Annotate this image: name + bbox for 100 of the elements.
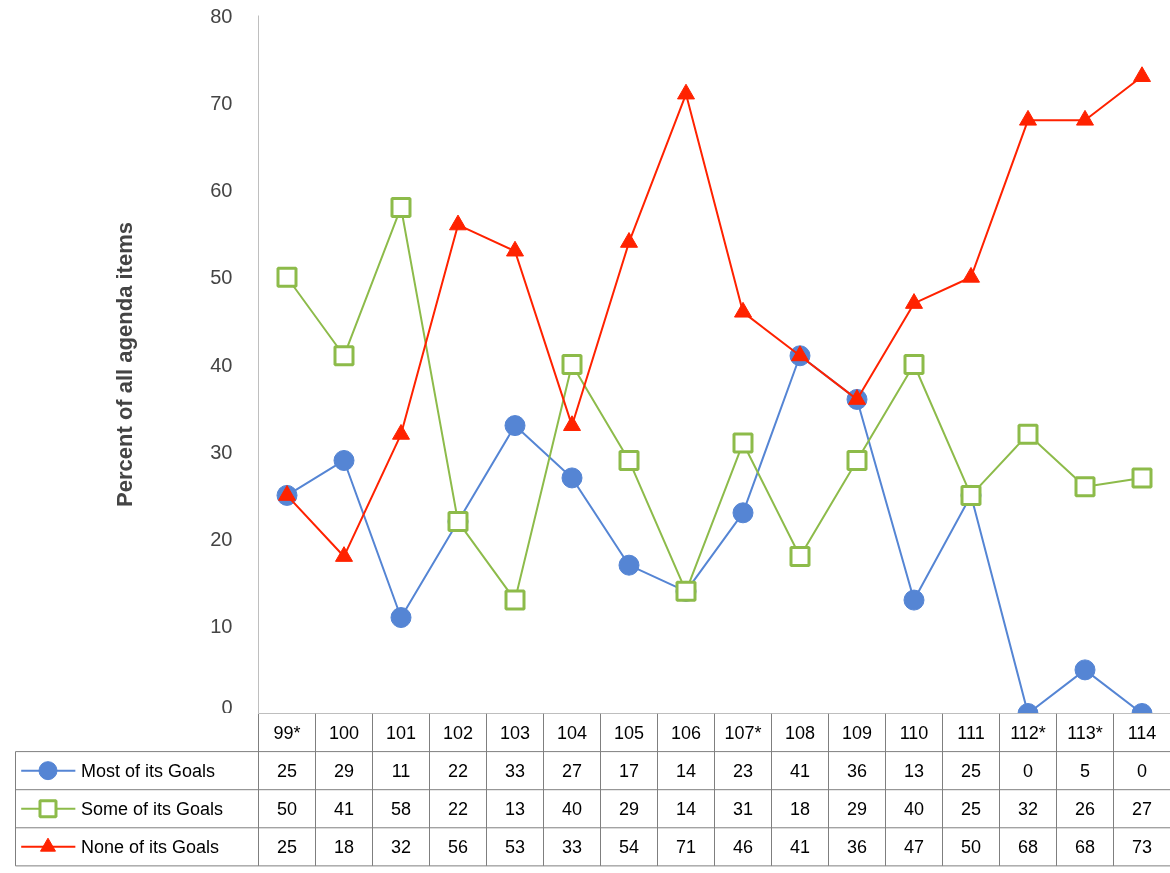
data-label: 18 xyxy=(789,799,811,820)
x-tick-label: 114 xyxy=(1127,723,1157,744)
x-tick-label: 105 xyxy=(613,723,645,744)
data-label: 14 xyxy=(675,761,697,782)
data-label: 54 xyxy=(618,837,640,858)
point xyxy=(732,432,754,454)
data-label: 31 xyxy=(732,799,754,820)
x-tick-label: 107* xyxy=(724,722,762,743)
y-tick-label: 60 xyxy=(210,179,233,201)
data-label: 36 xyxy=(846,761,868,782)
x-tick-label: 109 xyxy=(841,723,873,744)
point xyxy=(1074,476,1096,498)
data-label: 33 xyxy=(561,837,583,858)
x-tick-label: 103 xyxy=(499,723,531,744)
data-label: 25 xyxy=(276,761,298,782)
point xyxy=(449,214,467,231)
data-label: 14 xyxy=(675,799,697,820)
x-tick-label: 102 xyxy=(442,723,474,744)
data-label: 32 xyxy=(390,837,412,858)
point xyxy=(905,293,923,309)
data-label: 71 xyxy=(675,837,697,858)
x-tick-label: 106 xyxy=(670,723,702,744)
data-label: 23 xyxy=(732,761,754,782)
point xyxy=(677,83,695,100)
x-tick-label: 100 xyxy=(328,723,360,744)
point xyxy=(903,589,925,611)
x-tick-label: 111 xyxy=(957,723,985,744)
data-label: 58 xyxy=(390,799,412,820)
y-tick-label: 20 xyxy=(210,528,233,550)
data-label: 29 xyxy=(846,799,868,820)
point xyxy=(962,266,980,283)
data-label: 36 xyxy=(846,837,868,858)
data-label: 46 xyxy=(732,837,754,858)
data-label: 47 xyxy=(903,837,925,858)
point xyxy=(1131,467,1153,489)
data-label: 68 xyxy=(1074,837,1096,858)
point xyxy=(506,240,524,257)
data-label: 0 xyxy=(1136,761,1148,782)
point xyxy=(903,354,925,375)
point xyxy=(846,449,868,471)
data-label: 40 xyxy=(903,799,925,820)
point xyxy=(561,467,583,489)
point xyxy=(620,232,638,248)
point xyxy=(791,345,809,362)
x-tick-label: 112* xyxy=(1010,722,1046,743)
point xyxy=(1019,109,1037,126)
point xyxy=(390,607,412,629)
data-label: 25 xyxy=(960,799,982,820)
data-label: 53 xyxy=(504,837,526,858)
data-label: 26 xyxy=(1074,799,1096,820)
legend-label: Some of its Goals xyxy=(81,798,224,819)
data-label: 25 xyxy=(960,761,982,782)
point xyxy=(278,485,296,501)
data-label: 50 xyxy=(960,837,982,858)
data-label: 68 xyxy=(1017,837,1039,858)
data-label: 73 xyxy=(1131,837,1153,858)
data-label: 41 xyxy=(789,837,811,858)
data-label: 13 xyxy=(903,761,925,782)
point xyxy=(789,545,811,567)
x-tick-label: 113* xyxy=(1067,722,1103,743)
point xyxy=(734,301,752,318)
x-tick-label: 104 xyxy=(556,723,588,744)
y-tick-label: 0 xyxy=(221,695,233,718)
legend-label: None of its Goals xyxy=(81,836,220,857)
point xyxy=(618,449,640,471)
point xyxy=(732,502,754,524)
data-label: 40 xyxy=(561,799,583,820)
data-label: 13 xyxy=(504,799,526,820)
data-label: 27 xyxy=(561,761,583,782)
data-label: 32 xyxy=(1017,799,1039,820)
point xyxy=(1017,423,1039,445)
point xyxy=(1133,66,1151,82)
point xyxy=(1076,109,1094,126)
point xyxy=(504,589,526,611)
y-tick-label: 40 xyxy=(210,353,233,376)
x-tick-label: 110 xyxy=(899,723,929,744)
y-tick-label: 30 xyxy=(210,440,233,463)
x-tick-label: 101 xyxy=(385,723,417,744)
x-tick-label: 108 xyxy=(784,723,816,744)
point xyxy=(390,196,412,218)
data-label: 25 xyxy=(276,837,298,858)
data-label: 5 xyxy=(1079,761,1091,782)
data-label: 11 xyxy=(391,761,411,782)
point xyxy=(504,415,526,437)
point xyxy=(333,345,355,367)
data-label: 56 xyxy=(447,837,469,858)
data-label: 41 xyxy=(333,799,355,820)
point xyxy=(618,554,640,576)
data-label: 22 xyxy=(447,799,469,820)
point xyxy=(276,266,298,288)
y-tick-label: 10 xyxy=(210,615,233,638)
data-label: 50 xyxy=(276,799,298,820)
point xyxy=(563,415,581,431)
data-label: 33 xyxy=(504,761,526,782)
y-tick-label: 70 xyxy=(210,91,233,114)
data-label: 17 xyxy=(618,761,640,782)
data-label: 27 xyxy=(1131,799,1153,820)
data-label: 29 xyxy=(618,799,640,820)
data-label: 29 xyxy=(333,761,355,782)
x-tick-label: 99* xyxy=(273,722,301,743)
